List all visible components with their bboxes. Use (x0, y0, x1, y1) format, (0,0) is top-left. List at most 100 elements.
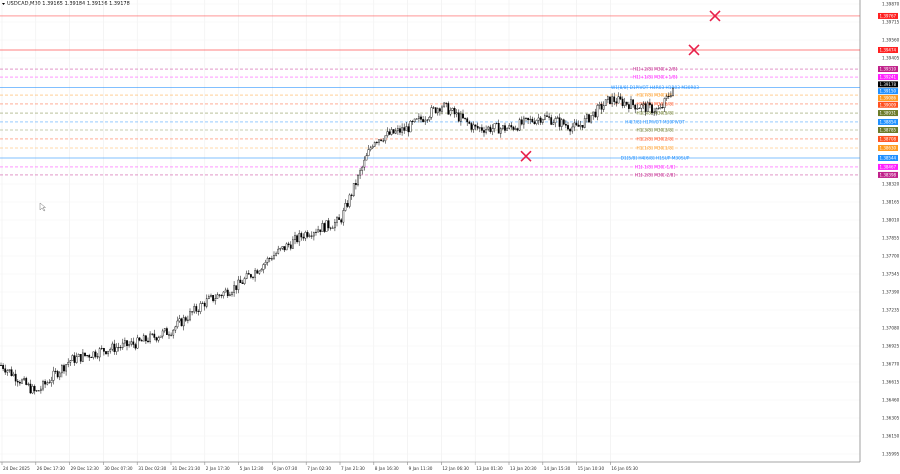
candle-body (554, 118, 557, 123)
candle-body (533, 121, 536, 124)
candle-body (516, 128, 519, 131)
y-tick-label: 1.38320 (882, 182, 900, 187)
price-tag-label: 1.38544 (880, 155, 897, 160)
candle-body (609, 96, 611, 104)
price-tag (878, 46, 898, 53)
candle-body (29, 383, 32, 394)
candle-body (434, 107, 437, 114)
candle-body (226, 289, 229, 297)
candle-body (646, 102, 649, 112)
candle-body (130, 341, 133, 345)
y-tick-label: 1.35995 (882, 452, 900, 457)
candle-body (306, 232, 309, 237)
candle-body (453, 108, 456, 115)
candle-body (539, 117, 542, 123)
candle-body (273, 255, 275, 260)
candle-body (386, 131, 389, 137)
candle-body (651, 104, 653, 113)
candle-body (523, 117, 525, 125)
candle-body (14, 373, 17, 382)
candle-body (239, 279, 242, 283)
x-tick-label: 13 Jan 20:30 (510, 466, 537, 471)
candle-body (50, 380, 53, 383)
candle-body (228, 294, 231, 297)
x-tick-label: 7 Jan 02:30 (307, 466, 331, 471)
candle-body (420, 116, 422, 120)
x-tick-label: 12 Jan 06:30 (442, 466, 469, 471)
candle-body (476, 126, 479, 129)
candle-body (285, 243, 288, 251)
candle-body (634, 104, 637, 110)
candle-body (426, 119, 429, 121)
candle-body (359, 170, 361, 176)
candle-body (541, 119, 544, 123)
level-label: H1[+2/8] M30[+2/8] (633, 67, 678, 73)
candle-body (44, 381, 47, 385)
candle-body (165, 328, 168, 335)
candle-body (176, 320, 179, 328)
candle-body (380, 139, 382, 141)
candle-body (161, 330, 164, 337)
candle-body (378, 139, 380, 143)
candle-body (172, 329, 175, 336)
candle-body (224, 289, 227, 293)
y-tick-label: 1.38010 (882, 218, 900, 223)
price-tag (878, 88, 898, 95)
candle-body (344, 203, 347, 211)
candle-body (56, 371, 59, 378)
candle-body (182, 317, 185, 327)
x-tick-label: 15 Jan 10:30 (578, 466, 605, 471)
candle-body (577, 124, 580, 127)
candle-body (6, 370, 9, 373)
candle-body (210, 294, 212, 297)
price-tag-label: 1.38785 (880, 128, 897, 133)
candle-body (37, 390, 40, 392)
candle-body (415, 118, 418, 120)
candle-body (304, 232, 307, 239)
candle-body (460, 113, 462, 122)
y-tick-label: 1.39870 (882, 2, 900, 7)
candle-body (168, 334, 170, 336)
candle-body (653, 111, 656, 113)
candle-body (186, 319, 189, 321)
candle-body (252, 276, 254, 278)
candle-body (207, 296, 210, 299)
candle-body (451, 108, 454, 111)
x-tick-label: 13 Jan 01:30 (476, 466, 503, 471)
candle-body (65, 364, 68, 372)
candle-body (472, 124, 475, 130)
candle-body (340, 219, 343, 223)
candle-body (180, 318, 183, 327)
candle-body (478, 127, 481, 129)
candle-body (531, 118, 534, 123)
candle-body (663, 98, 666, 108)
candle-body (281, 246, 284, 249)
candle-body (16, 380, 19, 383)
candle-body (144, 335, 147, 342)
candle-body (310, 235, 313, 237)
x-tick-label: 2 Jan 17:30 (206, 466, 230, 471)
candle-body (123, 340, 126, 344)
y-tick-label: 1.36770 (882, 362, 900, 367)
candle-body (413, 118, 416, 123)
candle-body (586, 114, 588, 119)
candle-body (447, 103, 450, 115)
candle-body (147, 340, 149, 343)
candle-body (470, 123, 473, 130)
candle-body (546, 115, 548, 117)
candle-body (504, 125, 506, 131)
candle-body (271, 258, 273, 260)
x-cross-stroke (709, 10, 721, 22)
candle-body (218, 294, 221, 296)
candle-body (86, 355, 89, 357)
candle-body (315, 231, 317, 233)
candle-body (388, 131, 391, 135)
candle-body (443, 102, 445, 108)
candle-body (338, 217, 340, 220)
candle-body (548, 116, 551, 118)
candle-body (214, 298, 217, 302)
candle-body (96, 356, 99, 358)
candle-body (497, 123, 500, 134)
candle-body (157, 337, 160, 341)
